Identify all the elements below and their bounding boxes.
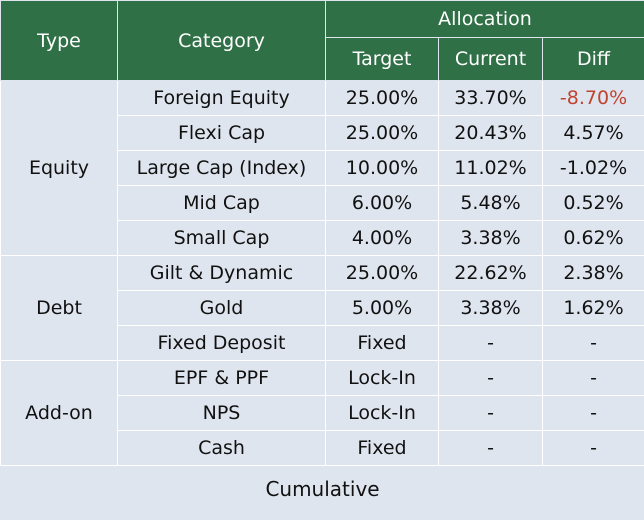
table-header: Type Category Allocation Target Current …	[0, 0, 644, 81]
diff-cell: 0.62%	[541, 220, 644, 256]
diff-cell: 4.57%	[541, 115, 644, 151]
current-cell: 3.38%	[438, 220, 543, 256]
category-cell: Gilt & Dynamic	[117, 255, 326, 291]
diff-cell: 2.38%	[541, 255, 644, 291]
diff-cell: -	[541, 395, 644, 431]
header-diff: Diff	[541, 37, 644, 81]
category-cell: Flexi Cap	[117, 115, 326, 151]
table-body: Equity Foreign Equity 25.00% 33.70% -8.7…	[0, 80, 644, 512]
diff-cell: -	[541, 360, 644, 396]
header-category: Category	[117, 0, 326, 81]
current-cell: -	[438, 395, 543, 431]
diff-cell: 0.52%	[541, 185, 644, 221]
current-cell: -	[438, 325, 543, 361]
target-cell: Fixed	[325, 430, 439, 466]
current-cell: 11.02%	[438, 150, 543, 186]
table-row: Large Cap (Index) 10.00% 11.02% -1.02%	[1, 150, 644, 186]
target-cell: 25.00%	[325, 255, 439, 291]
table-row: Gold 5.00% 3.38% 1.62%	[1, 290, 644, 326]
cumulative-row: Cumulative	[0, 465, 644, 512]
target-cell: 25.00%	[325, 115, 439, 151]
category-cell: Mid Cap	[117, 185, 326, 221]
category-cell: Gold	[117, 290, 326, 326]
target-cell: 25.00%	[325, 80, 439, 116]
category-cell: Cash	[117, 430, 326, 466]
table-row: Cash Fixed - -	[1, 430, 644, 466]
current-cell: -	[438, 360, 543, 396]
target-cell: Fixed	[325, 325, 439, 361]
type-cell-debt: Debt	[0, 255, 118, 361]
table-row: Add-on EPF & PPF Lock-In - -	[0, 360, 644, 466]
header-allocation: Allocation	[324, 0, 644, 38]
target-cell: 10.00%	[325, 150, 439, 186]
current-cell: 33.70%	[438, 80, 543, 116]
table-row: Flexi Cap 25.00% 20.43% 4.57%	[1, 115, 644, 151]
target-cell: 6.00%	[325, 185, 439, 221]
category-cell: EPF & PPF	[117, 360, 326, 396]
current-cell: 20.43%	[438, 115, 543, 151]
diff-cell: -	[541, 325, 644, 361]
current-cell: 22.62%	[438, 255, 543, 291]
target-cell: 5.00%	[325, 290, 439, 326]
table-row: Small Cap 4.00% 3.38% 0.62%	[1, 220, 644, 256]
diff-cell: -	[541, 430, 644, 466]
diff-cell: -1.02%	[541, 150, 644, 186]
header-type: Type	[0, 0, 118, 81]
type-cell-addon: Add-on	[0, 360, 118, 466]
table-row: NPS Lock-In - -	[1, 395, 644, 431]
current-cell: -	[438, 430, 543, 466]
category-cell: Large Cap (Index)	[117, 150, 326, 186]
category-cell: NPS	[117, 395, 326, 431]
target-cell: Lock-In	[325, 395, 439, 431]
current-cell: 5.48%	[438, 185, 543, 221]
target-cell: Lock-In	[325, 360, 439, 396]
cumulative-label: Cumulative	[0, 465, 644, 512]
category-cell: Small Cap	[117, 220, 326, 256]
type-cell-equity: Equity	[0, 80, 118, 256]
category-cell: Foreign Equity	[117, 80, 326, 116]
header-target: Target	[325, 37, 439, 81]
table-row: Debt Gilt & Dynamic 25.00% 22.62% 2.38%	[0, 255, 644, 361]
diff-cell-highlight: -8.70%	[541, 80, 644, 116]
table-row: Equity Foreign Equity 25.00% 33.70% -8.7…	[0, 80, 644, 256]
category-cell: Fixed Deposit	[117, 325, 326, 361]
current-cell: 3.38%	[438, 290, 543, 326]
table-row: Mid Cap 6.00% 5.48% 0.52%	[1, 185, 644, 221]
diff-cell: 1.62%	[541, 290, 644, 326]
header-current: Current	[438, 37, 543, 81]
target-cell: 4.00%	[325, 220, 439, 256]
table-row: Fixed Deposit Fixed - -	[1, 325, 644, 361]
